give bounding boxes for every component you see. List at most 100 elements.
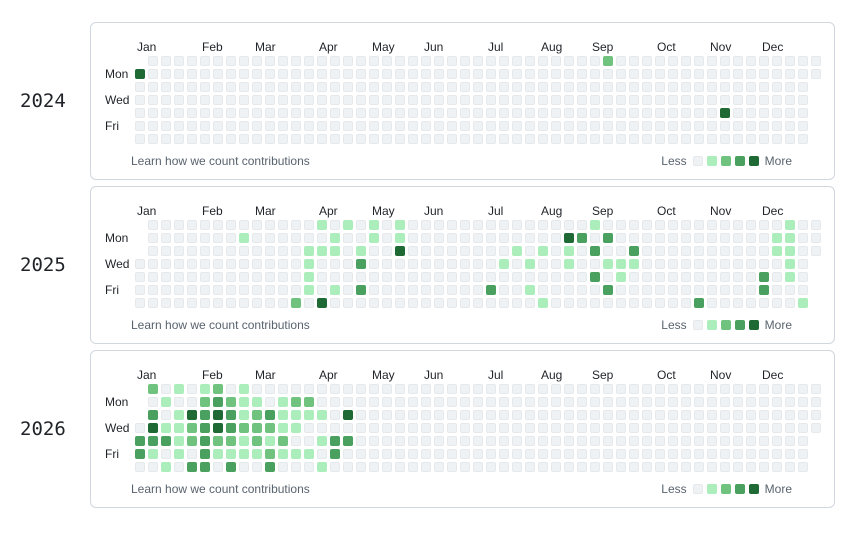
contribution-day[interactable] bbox=[343, 298, 353, 308]
contribution-day[interactable] bbox=[590, 449, 600, 459]
contribution-day[interactable] bbox=[499, 233, 509, 243]
contribution-day[interactable] bbox=[733, 233, 743, 243]
contribution-day[interactable] bbox=[694, 69, 704, 79]
contribution-day[interactable] bbox=[343, 272, 353, 282]
contribution-day[interactable] bbox=[343, 410, 353, 420]
contribution-day[interactable] bbox=[590, 397, 600, 407]
contribution-day[interactable] bbox=[200, 397, 210, 407]
contribution-day[interactable] bbox=[174, 259, 184, 269]
contribution-day[interactable] bbox=[733, 259, 743, 269]
contribution-day[interactable] bbox=[551, 462, 561, 472]
contribution-day[interactable] bbox=[590, 56, 600, 66]
contribution-day[interactable] bbox=[317, 462, 327, 472]
contribution-day[interactable] bbox=[668, 436, 678, 446]
contribution-day[interactable] bbox=[408, 246, 418, 256]
contribution-day[interactable] bbox=[564, 384, 574, 394]
contribution-day[interactable] bbox=[694, 298, 704, 308]
contribution-day[interactable] bbox=[291, 410, 301, 420]
contribution-day[interactable] bbox=[512, 397, 522, 407]
contribution-day[interactable] bbox=[486, 82, 496, 92]
contribution-day[interactable] bbox=[720, 108, 730, 118]
contribution-day[interactable] bbox=[746, 95, 756, 105]
contribution-day[interactable] bbox=[460, 384, 470, 394]
contribution-day[interactable] bbox=[525, 82, 535, 92]
contribution-day[interactable] bbox=[707, 272, 717, 282]
contribution-day[interactable] bbox=[772, 449, 782, 459]
contribution-day[interactable] bbox=[720, 82, 730, 92]
contribution-day[interactable] bbox=[200, 410, 210, 420]
contribution-day[interactable] bbox=[746, 397, 756, 407]
contribution-day[interactable] bbox=[707, 410, 717, 420]
contribution-day[interactable] bbox=[291, 436, 301, 446]
contribution-day[interactable] bbox=[369, 285, 379, 295]
contribution-day[interactable] bbox=[343, 121, 353, 131]
contribution-day[interactable] bbox=[369, 397, 379, 407]
contribution-day[interactable] bbox=[161, 423, 171, 433]
contribution-day[interactable] bbox=[265, 410, 275, 420]
contribution-day[interactable] bbox=[694, 246, 704, 256]
contribution-day[interactable] bbox=[525, 108, 535, 118]
contribution-day[interactable] bbox=[213, 121, 223, 131]
contribution-day[interactable] bbox=[642, 220, 652, 230]
contribution-day[interactable] bbox=[291, 449, 301, 459]
contribution-day[interactable] bbox=[772, 272, 782, 282]
contribution-day[interactable] bbox=[720, 285, 730, 295]
contribution-day[interactable] bbox=[343, 384, 353, 394]
contribution-day[interactable] bbox=[772, 397, 782, 407]
contribution-day[interactable] bbox=[174, 449, 184, 459]
contribution-day[interactable] bbox=[226, 121, 236, 131]
contribution-day[interactable] bbox=[642, 384, 652, 394]
contribution-day[interactable] bbox=[707, 108, 717, 118]
contribution-day[interactable] bbox=[460, 423, 470, 433]
contribution-day[interactable] bbox=[317, 397, 327, 407]
contribution-day[interactable] bbox=[798, 462, 808, 472]
contribution-day[interactable] bbox=[655, 134, 665, 144]
contribution-day[interactable] bbox=[733, 108, 743, 118]
contribution-day[interactable] bbox=[707, 384, 717, 394]
contribution-day[interactable] bbox=[304, 246, 314, 256]
contribution-day[interactable] bbox=[239, 410, 249, 420]
contribution-day[interactable] bbox=[460, 462, 470, 472]
contribution-day[interactable] bbox=[759, 449, 769, 459]
contribution-day[interactable] bbox=[473, 462, 483, 472]
contribution-day[interactable] bbox=[512, 285, 522, 295]
contribution-day[interactable] bbox=[746, 259, 756, 269]
contribution-day[interactable] bbox=[252, 298, 262, 308]
contribution-day[interactable] bbox=[330, 246, 340, 256]
contribution-day[interactable] bbox=[343, 423, 353, 433]
contribution-day[interactable] bbox=[603, 69, 613, 79]
contribution-day[interactable] bbox=[382, 69, 392, 79]
contribution-day[interactable] bbox=[538, 384, 548, 394]
contribution-day[interactable] bbox=[785, 423, 795, 433]
contribution-day[interactable] bbox=[447, 410, 457, 420]
contribution-day[interactable] bbox=[707, 69, 717, 79]
contribution-day[interactable] bbox=[629, 233, 639, 243]
contribution-day[interactable] bbox=[785, 272, 795, 282]
contribution-day[interactable] bbox=[785, 246, 795, 256]
contribution-day[interactable] bbox=[655, 436, 665, 446]
contribution-day[interactable] bbox=[161, 285, 171, 295]
contribution-day[interactable] bbox=[304, 108, 314, 118]
contribution-day[interactable] bbox=[226, 259, 236, 269]
contribution-day[interactable] bbox=[577, 134, 587, 144]
contribution-day[interactable] bbox=[421, 121, 431, 131]
contribution-day[interactable] bbox=[161, 298, 171, 308]
contribution-day[interactable] bbox=[499, 69, 509, 79]
contribution-day[interactable] bbox=[525, 397, 535, 407]
contribution-day[interactable] bbox=[369, 69, 379, 79]
contribution-day[interactable] bbox=[330, 423, 340, 433]
contribution-day[interactable] bbox=[486, 285, 496, 295]
contribution-day[interactable] bbox=[382, 220, 392, 230]
contribution-day[interactable] bbox=[668, 95, 678, 105]
contribution-day[interactable] bbox=[148, 134, 158, 144]
contribution-day[interactable] bbox=[421, 246, 431, 256]
contribution-day[interactable] bbox=[473, 82, 483, 92]
contribution-day[interactable] bbox=[720, 410, 730, 420]
contribution-day[interactable] bbox=[278, 134, 288, 144]
contribution-day[interactable] bbox=[512, 259, 522, 269]
contribution-day[interactable] bbox=[187, 410, 197, 420]
contribution-day[interactable] bbox=[499, 397, 509, 407]
contribution-day[interactable] bbox=[499, 410, 509, 420]
contribution-day[interactable] bbox=[811, 69, 821, 79]
contribution-day[interactable] bbox=[538, 285, 548, 295]
